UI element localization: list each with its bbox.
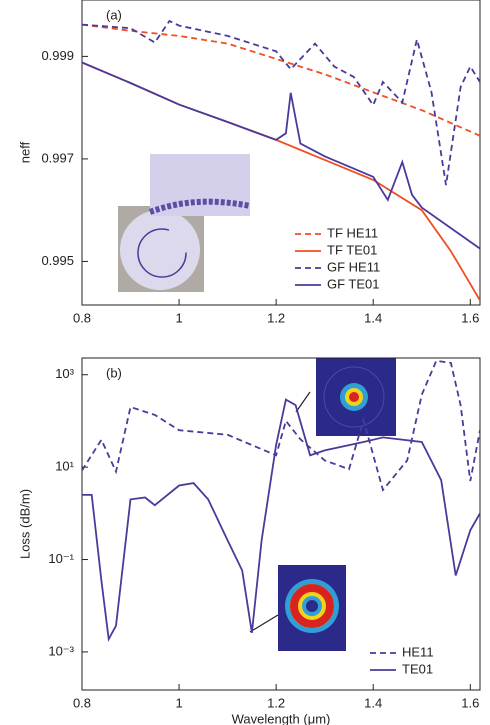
y-axis-label: Loss (dB/m) (17, 489, 32, 559)
legend-label: GF HE11 (327, 259, 380, 274)
mode-core (349, 392, 359, 402)
mode-pointer (295, 391, 311, 413)
y-tick-label: 0.997 (41, 150, 74, 165)
series-line (82, 359, 480, 492)
x-tick-label: 0.8 (73, 695, 91, 710)
x-tick-label: 1 (175, 695, 182, 710)
y-tick-label: 0.995 (41, 253, 74, 268)
y-tick-label: 10³ (55, 366, 74, 381)
x-tick-label: 1.6 (461, 695, 479, 710)
series-line (82, 398, 480, 642)
inset-grating (148, 198, 251, 215)
legend-label: TF TE01 (327, 242, 377, 257)
fiber-inset (118, 154, 251, 292)
panel-label: (b) (106, 365, 122, 380)
inset-ring (137, 228, 187, 278)
x-tick-label: 1.4 (364, 695, 382, 710)
x-tick-label: 1.2 (267, 310, 285, 325)
legend-label: TF HE11 (327, 225, 378, 240)
y-tick-label: 0.999 (41, 48, 74, 63)
x-tick-label: 0.8 (73, 310, 91, 325)
legend-label: HE11 (402, 644, 434, 659)
x-axis-label: Wavelength (μm) (232, 711, 331, 725)
inset-fiber (120, 210, 200, 290)
legend-label: TE01 (402, 661, 433, 676)
series-line (82, 61, 480, 250)
plot-frame (81, 357, 481, 691)
mode-pointer (249, 614, 279, 633)
x-tick-label: 1 (175, 310, 182, 325)
x-tick-label: 1.4 (364, 310, 382, 325)
x-tick-label: 1.6 (461, 310, 479, 325)
y-tick-label: 10⁻³ (48, 643, 74, 658)
series-line (82, 23, 480, 137)
plot-frame (81, 0, 481, 306)
mode-ring (323, 366, 385, 428)
y-axis-label: neff (17, 141, 32, 163)
series-line (82, 19, 480, 186)
y-tick-label: 10¹ (55, 459, 74, 474)
mode-hole (306, 600, 318, 612)
mode-inset-te01 (249, 565, 346, 651)
y-tick-label: 10⁻¹ (48, 551, 74, 566)
series-group (82, 19, 480, 301)
mode-inset-he11 (295, 358, 396, 436)
panel-label: (a) (106, 7, 122, 22)
legend-label: GF TE01 (327, 276, 380, 291)
mode-red-ring (290, 584, 334, 628)
x-tick-label: 1.2 (267, 695, 285, 710)
series-group (82, 359, 480, 642)
